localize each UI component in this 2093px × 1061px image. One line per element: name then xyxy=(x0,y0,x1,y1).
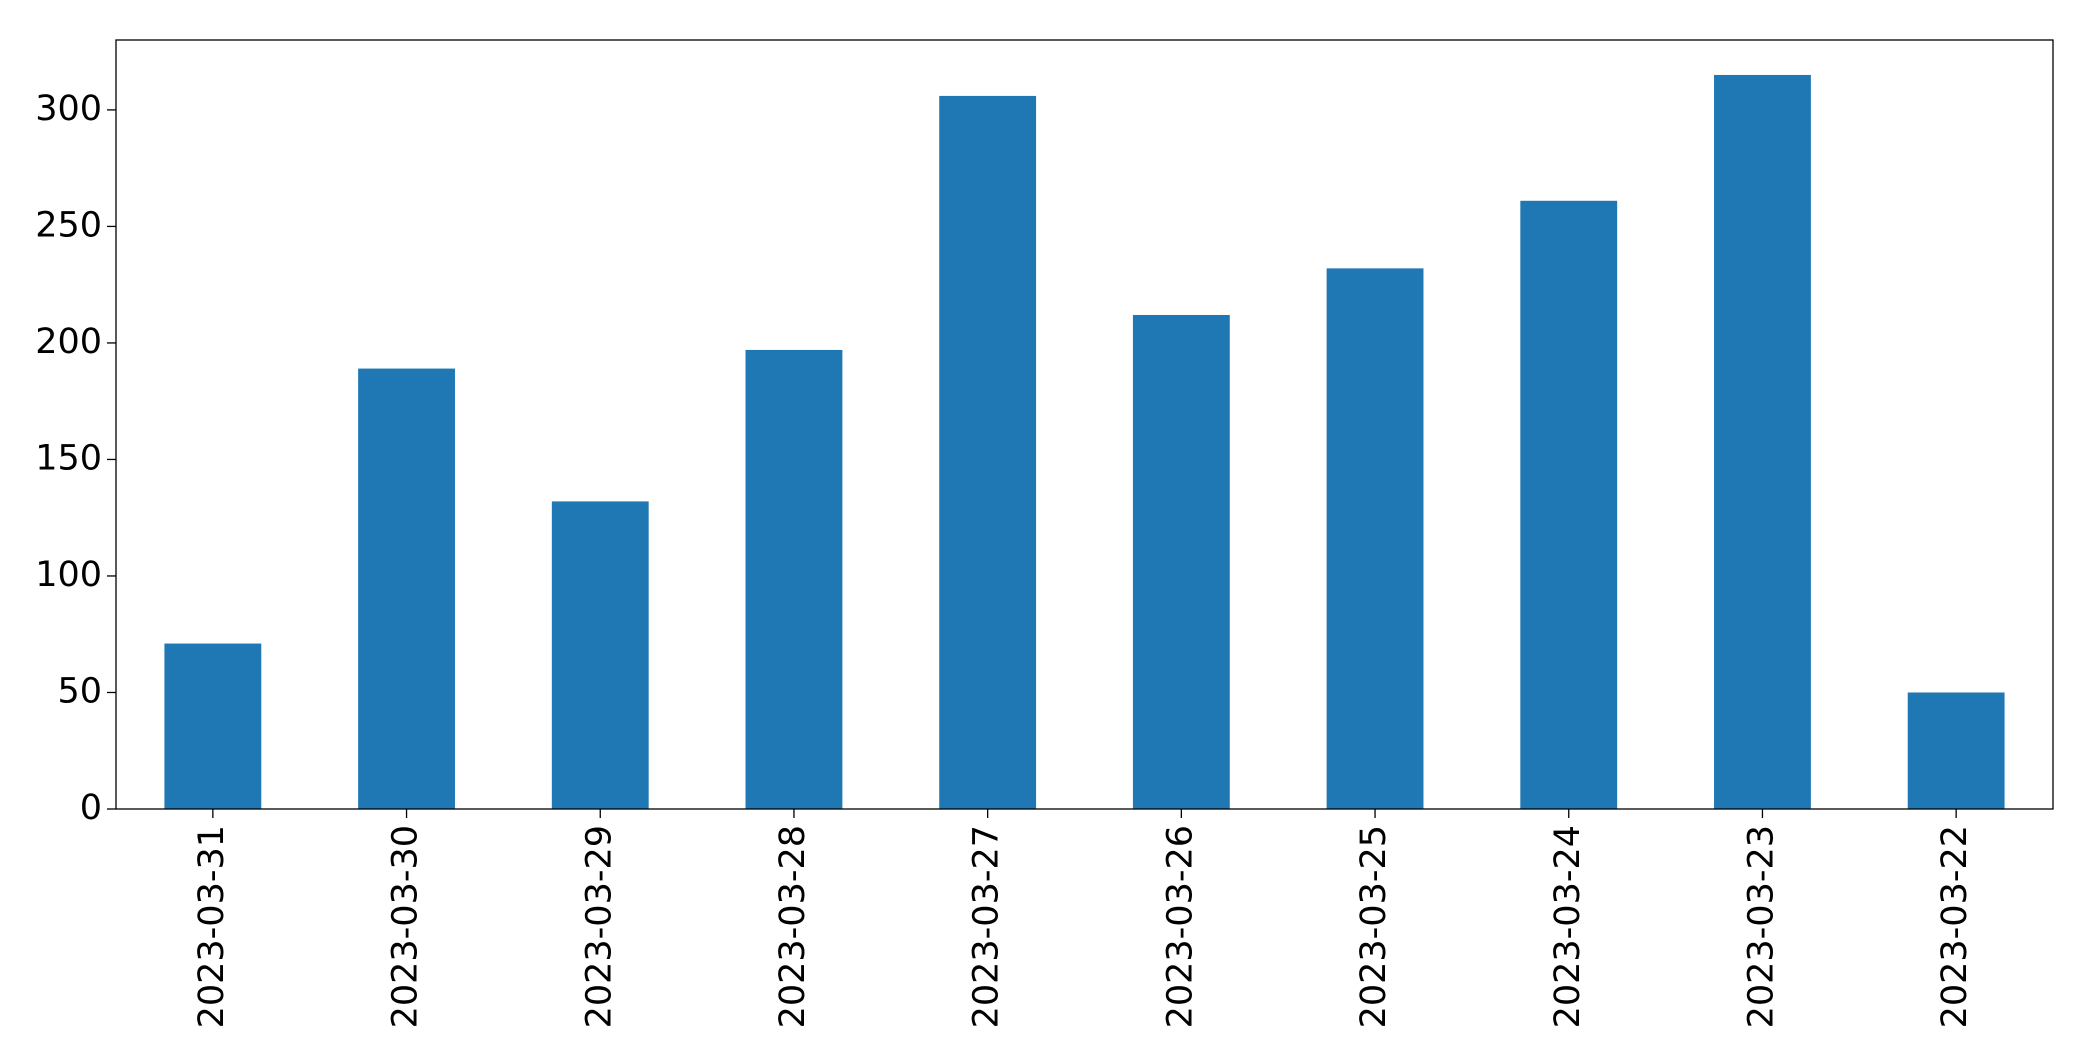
bar xyxy=(1907,692,2005,809)
bar xyxy=(358,368,455,809)
bar xyxy=(939,95,1037,810)
x-tick-label: 2023-03-28 xyxy=(773,825,813,1028)
y-tick-label: 100 xyxy=(35,555,102,595)
bar xyxy=(1132,314,1230,809)
x-tick-label: 2023-03-31 xyxy=(192,825,232,1028)
bar xyxy=(1714,74,1811,810)
x-tick-label: 2023-03-22 xyxy=(1935,825,1975,1028)
x-tick-label: 2023-03-23 xyxy=(1741,825,1781,1028)
y-tick-label: 200 xyxy=(35,322,102,362)
y-tick-label: 50 xyxy=(57,671,102,711)
x-tick-label: 2023-03-30 xyxy=(386,825,426,1028)
x-tick-label: 2023-03-29 xyxy=(579,825,619,1028)
y-tick-label: 250 xyxy=(35,205,102,245)
bar xyxy=(1326,268,1424,809)
bar xyxy=(1520,200,1618,810)
y-tick-label: 150 xyxy=(35,438,102,478)
y-tick-label: 0 xyxy=(80,788,102,828)
plot-frame xyxy=(115,39,2054,810)
x-tick-label: 2023-03-24 xyxy=(1548,825,1588,1028)
x-tick-label: 2023-03-27 xyxy=(967,825,1007,1028)
bar xyxy=(551,501,649,809)
x-tick-label: 2023-03-26 xyxy=(1160,825,1200,1028)
bar xyxy=(745,349,843,809)
bar xyxy=(164,643,262,809)
x-tick-label: 2023-03-25 xyxy=(1354,825,1394,1028)
y-tick-label: 300 xyxy=(35,89,102,129)
